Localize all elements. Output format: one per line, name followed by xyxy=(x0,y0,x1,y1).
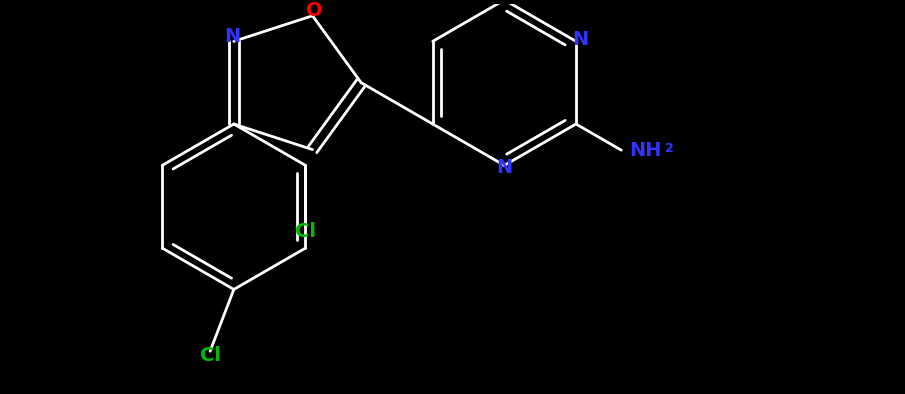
Text: Cl: Cl xyxy=(295,223,316,242)
Text: N: N xyxy=(224,27,240,46)
Text: Cl: Cl xyxy=(200,346,221,366)
Text: 2: 2 xyxy=(665,142,673,155)
Text: NH: NH xyxy=(629,141,662,160)
Text: N: N xyxy=(496,158,512,177)
Text: O: O xyxy=(306,2,323,20)
Text: N: N xyxy=(573,30,589,49)
